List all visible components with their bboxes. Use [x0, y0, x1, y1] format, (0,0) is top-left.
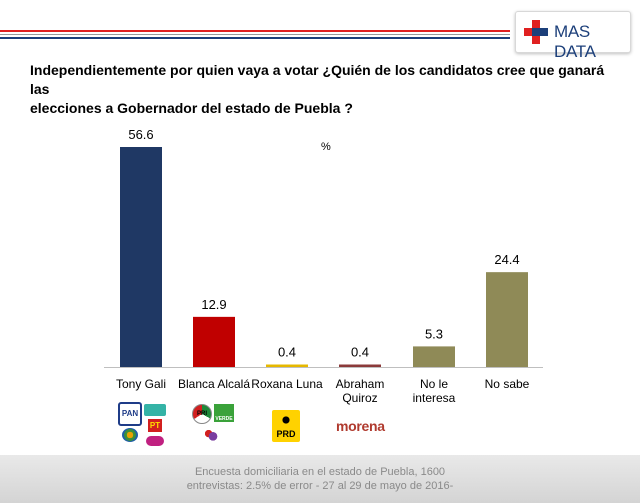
header-stripe-red: [0, 30, 510, 32]
header-stripe-gray: [0, 34, 510, 35]
verde-logo: VERDE: [214, 404, 234, 422]
category-label-5-0: No sabe: [485, 377, 530, 391]
party-logos-alcala: PRI VERDE: [190, 402, 240, 450]
header-stripe-blue: [0, 37, 510, 39]
value-label-2: 0.4: [278, 345, 296, 360]
cross-icon: [524, 20, 548, 44]
question-title-line2: elecciones a Gobernador del estado de Pu…: [30, 100, 353, 116]
category-label-3-0: Abraham: [336, 377, 385, 391]
footer-line2: entrevistas: 2.5% de error - 27 al 29 de…: [186, 480, 454, 492]
question-title: Independientemente por quien vaya a vota…: [30, 61, 610, 118]
encuentro-social-logo: [202, 428, 224, 442]
bar-1: [193, 316, 235, 367]
party-logos-gali: PAN PT: [116, 400, 172, 450]
bar-4: [413, 346, 455, 367]
mas-data-logo: MAS DATA: [515, 11, 631, 61]
bar-5: [486, 272, 528, 367]
compromiso-logo: [122, 428, 138, 442]
nueva-alianza-logo: [144, 404, 166, 416]
pt-logo: PT: [148, 419, 162, 432]
morena-logo: morena: [336, 418, 385, 434]
question-title-line1: Independientemente por quien vaya a vota…: [30, 62, 605, 97]
category-label-3-1: Quiroz: [342, 391, 377, 405]
prd-label: PRD: [276, 429, 296, 439]
value-label-3: 0.4: [351, 345, 369, 360]
category-label-4-0: No le: [420, 377, 448, 391]
bar-0: [120, 147, 162, 367]
category-label-1-0: Blanca Alcalá: [178, 377, 250, 391]
party-logo-quiroz: morena: [336, 418, 385, 436]
party-logo-luna: PRD: [272, 410, 300, 442]
bar-2: [266, 364, 308, 367]
value-label-4: 5.3: [425, 326, 443, 341]
psi-logo: [146, 436, 164, 446]
pan-logo: PAN: [118, 402, 142, 426]
category-label-0-0: Tony Gali: [116, 377, 166, 391]
category-label-2-0: Roxana Luna: [251, 377, 323, 391]
unit-label: %: [321, 141, 331, 153]
value-label-0: 56.6: [128, 127, 153, 142]
footer: Encuesta domiciliaria en el estado de Pu…: [0, 455, 640, 503]
bar-chart: % 56.6 Tony Gali 12.9 Blanca Alcalá 0.4 Roxana…: [104, 127, 543, 405]
pri-logo: PRI: [192, 404, 212, 424]
footer-line1: Encuesta domiciliaria en el estado de Pu…: [194, 466, 446, 478]
brand-name: MAS DATA: [554, 22, 596, 61]
prd-logo: PRD: [272, 410, 300, 442]
value-label-1: 12.9: [201, 297, 226, 312]
value-label-5: 24.4: [494, 252, 519, 267]
category-label-4-1: interesa: [413, 391, 456, 405]
bar-3: [339, 364, 381, 367]
